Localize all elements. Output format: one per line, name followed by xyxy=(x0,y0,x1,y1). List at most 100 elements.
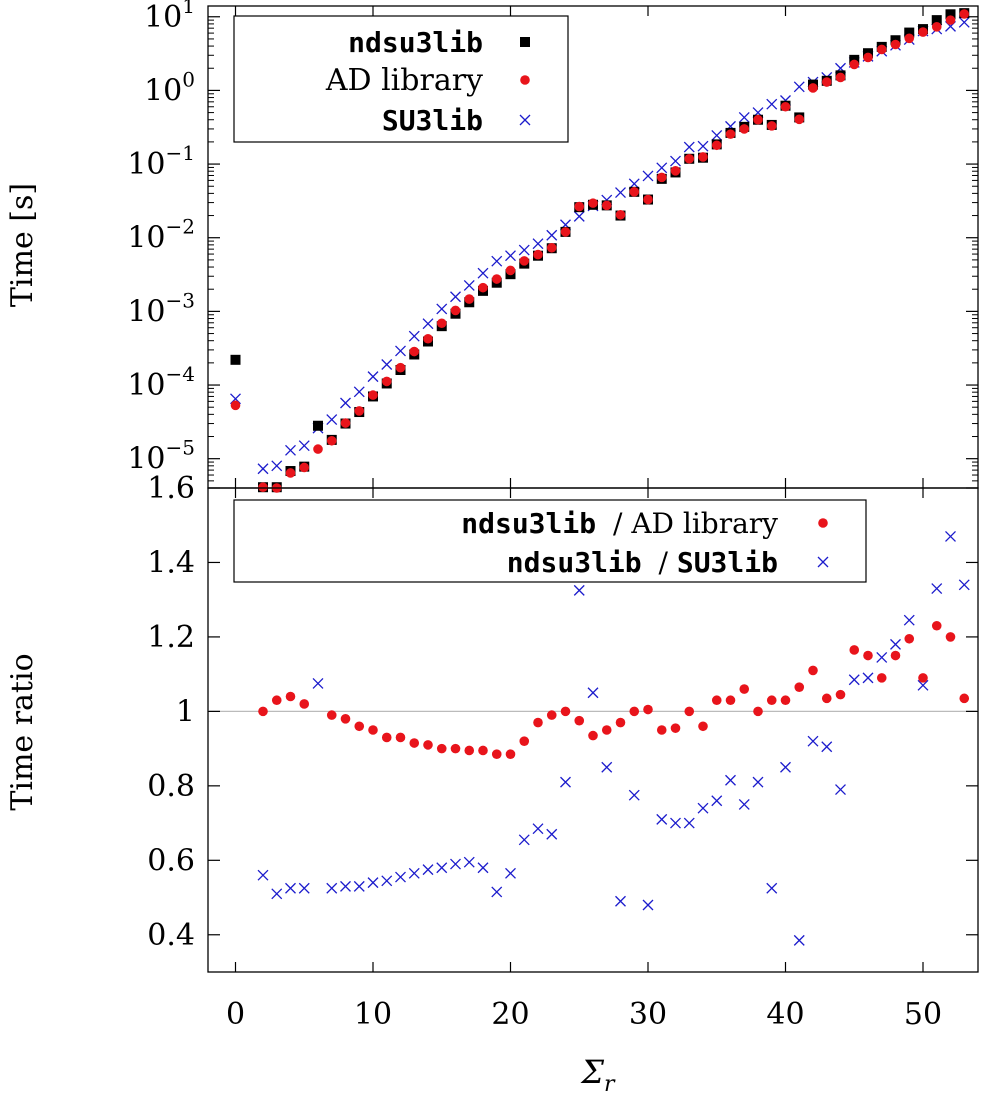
data-point xyxy=(818,518,828,528)
data-point xyxy=(849,645,860,655)
data-point xyxy=(670,817,681,829)
data-point xyxy=(683,141,695,153)
data-point xyxy=(697,802,709,814)
data-point xyxy=(738,799,750,810)
data-point xyxy=(821,77,832,87)
x-axis-label: Σr xyxy=(580,1053,616,1097)
data-point xyxy=(340,714,351,724)
data-point xyxy=(780,761,791,773)
data-point xyxy=(491,255,503,267)
data-point xyxy=(464,745,475,756)
data-point xyxy=(629,187,640,197)
data-point xyxy=(423,333,433,344)
legend-label: ndsu3lib xyxy=(348,26,483,59)
data-point xyxy=(807,735,819,747)
data-point xyxy=(519,256,530,266)
data-point xyxy=(368,725,378,735)
data-point xyxy=(573,210,585,222)
data-point xyxy=(739,684,750,694)
y-tick-label: 10−3 xyxy=(127,288,195,329)
data-point xyxy=(890,650,901,661)
data-point xyxy=(299,699,310,709)
data-point xyxy=(312,678,324,689)
data-point xyxy=(464,294,475,304)
data-point xyxy=(670,155,681,167)
data-point xyxy=(340,880,351,892)
legend-label: ndsu3lib / SU3lib xyxy=(507,546,778,579)
data-point xyxy=(574,715,585,726)
data-point xyxy=(766,882,778,894)
data-point xyxy=(505,250,516,262)
data-point xyxy=(697,140,709,152)
data-point xyxy=(656,162,668,174)
data-point xyxy=(780,101,791,112)
data-point xyxy=(752,776,764,788)
data-point xyxy=(381,875,393,887)
data-point xyxy=(588,198,598,208)
data-point xyxy=(258,482,268,493)
data-point xyxy=(615,717,626,728)
data-point xyxy=(423,740,433,750)
y-tick-label: 1.6 xyxy=(147,471,195,506)
data-point xyxy=(298,882,310,894)
data-point xyxy=(945,530,956,542)
bottom-legend-box xyxy=(233,499,867,583)
data-point xyxy=(615,895,626,907)
data-point xyxy=(367,877,379,889)
y-tick-label: 101 xyxy=(144,0,195,35)
data-point xyxy=(918,673,928,683)
data-point xyxy=(326,414,338,426)
data-point xyxy=(601,725,612,735)
data-point xyxy=(849,59,860,70)
data-point xyxy=(808,665,818,676)
data-point xyxy=(546,828,558,840)
data-point xyxy=(354,721,365,732)
data-point xyxy=(491,274,502,284)
data-point xyxy=(505,867,516,879)
data-point xyxy=(643,704,653,715)
data-point xyxy=(601,761,613,773)
data-point xyxy=(725,129,736,139)
data-point xyxy=(588,730,598,741)
data-point xyxy=(642,170,654,182)
data-point xyxy=(574,201,585,212)
bottom-plot-frame xyxy=(207,487,979,973)
data-point xyxy=(395,732,406,743)
data-point xyxy=(519,114,531,126)
data-point xyxy=(505,749,516,759)
y-tick-label: 1.2 xyxy=(147,620,195,655)
data-point xyxy=(817,556,829,568)
data-point xyxy=(863,52,873,63)
data-point xyxy=(904,633,915,644)
data-point xyxy=(670,723,681,733)
bottom-panel: 0 10 20 30 40 50 0.4 0.6 0.8 1 1.2 1.4 1.6 ndsu3lib /… xyxy=(147,471,979,1032)
data-point xyxy=(546,242,557,253)
data-point xyxy=(313,444,323,454)
data-point xyxy=(780,695,791,706)
data-point xyxy=(436,318,447,329)
data-point xyxy=(381,376,392,387)
data-point xyxy=(931,22,942,32)
data-point xyxy=(518,834,530,846)
data-point xyxy=(353,880,365,892)
data-point xyxy=(560,776,571,788)
data-point xyxy=(532,238,544,250)
data-point xyxy=(753,706,763,717)
data-point xyxy=(766,695,777,706)
data-point xyxy=(931,15,942,26)
data-point xyxy=(766,98,778,110)
bottom-y-axis-label: Time ratio xyxy=(5,653,40,810)
data-point xyxy=(615,209,626,220)
data-point xyxy=(711,695,722,706)
y-tick-label: 10−5 xyxy=(127,436,195,477)
x-tick-label: 40 xyxy=(766,997,804,1032)
data-point xyxy=(629,706,640,717)
data-point xyxy=(643,194,653,205)
data-point xyxy=(560,706,571,717)
y-tick-label: 100 xyxy=(144,67,195,108)
data-point xyxy=(876,673,887,683)
x-tick-label: 30 xyxy=(629,997,667,1032)
data-point xyxy=(477,862,489,874)
data-point xyxy=(821,693,832,704)
data-point xyxy=(533,717,543,728)
